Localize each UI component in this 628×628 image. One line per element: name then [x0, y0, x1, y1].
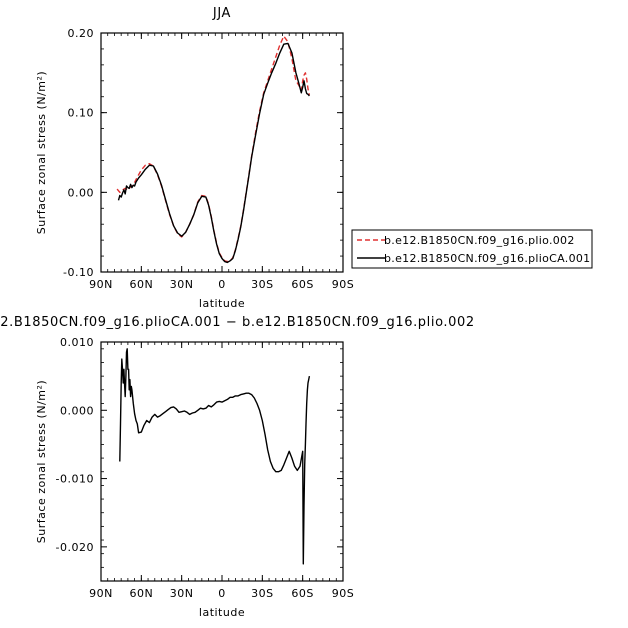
p1-x-tick-label: 90S	[332, 278, 354, 291]
p1-y-tick-label: -0.10	[63, 266, 94, 279]
p2-x-tick-label: 60N	[129, 587, 153, 600]
p1-frame	[100, 32, 344, 273]
p2-series-line-0	[119, 348, 311, 565]
bottom-plot-title: b.e12.B1850CN.f09_g16.plioCA.001 − b.e12…	[0, 315, 475, 330]
p1-series-line-1	[117, 42, 310, 264]
p2-y-tick-label: -0.010	[56, 473, 94, 486]
p1-x-tick-label: 90N	[89, 278, 113, 291]
p2-frame	[100, 341, 344, 582]
p1-y-tick-label: 0.20	[68, 27, 95, 40]
legend-label-plio: b.e12.B1850CN.f09_g16.plio.002	[384, 234, 575, 247]
top-plot-y-axis-label: Surface zonal stress (N/m²)	[35, 71, 48, 234]
p2-y-tick-label: -0.020	[56, 541, 94, 554]
top-plot-title: JJA	[212, 6, 231, 21]
p1-x-tick-label: 30N	[170, 278, 194, 291]
top-plot-axes: 90N 60N 30N 0 30S 60S 90S -0.10 0.00 0.10 0.20	[63, 27, 354, 291]
p1-x-tick-label: 60S	[291, 278, 313, 291]
bottom-plot-y-axis-label: Surface zonal stress (N/m²)	[35, 380, 48, 543]
top-plot-x-axis-label: latitude	[199, 297, 245, 310]
p2-x-tick-label: 30N	[170, 587, 194, 600]
top-plot: JJA Surface zonal stress (N/m²) latitude…	[35, 6, 354, 310]
p1-x-tick-label: 60N	[129, 278, 153, 291]
legend-box	[351, 229, 593, 269]
p2-x-tick-label: 0	[218, 587, 226, 600]
legend-label-plioca: b.e12.B1850CN.f09_g16.plioCA.001	[384, 252, 590, 265]
bottom-plot-x-axis-label: latitude	[199, 606, 245, 619]
p2-x-tick-label: 30S	[251, 587, 273, 600]
p2-y-tick-label: 0.000	[60, 404, 94, 417]
p2-x-tick-label: 90S	[332, 587, 354, 600]
bottom-plot-axes: 90N 60N 30N 0 30S 60S 90S -0.020 -0.010 0.000 0.01…	[56, 336, 354, 600]
bottom-plot: b.e12.B1850CN.f09_g16.plioCA.001 − b.e12…	[0, 315, 475, 619]
legend: b.e12.B1850CN.f09_g16.plio.002 b.e12.B18…	[351, 229, 593, 269]
p2-y-tick-label: 0.010	[60, 336, 94, 349]
p1-x-tick-label: 30S	[251, 278, 273, 291]
bottom-plot-series-group	[119, 348, 311, 565]
p2-x-tick-label: 60S	[291, 587, 313, 600]
p1-x-tick-label: 0	[218, 278, 226, 291]
top-plot-series-group	[116, 35, 311, 264]
p2-x-tick-label: 90N	[89, 587, 113, 600]
p1-y-tick-label: 0.00	[68, 186, 95, 199]
p1-y-tick-label: 0.10	[68, 107, 95, 120]
